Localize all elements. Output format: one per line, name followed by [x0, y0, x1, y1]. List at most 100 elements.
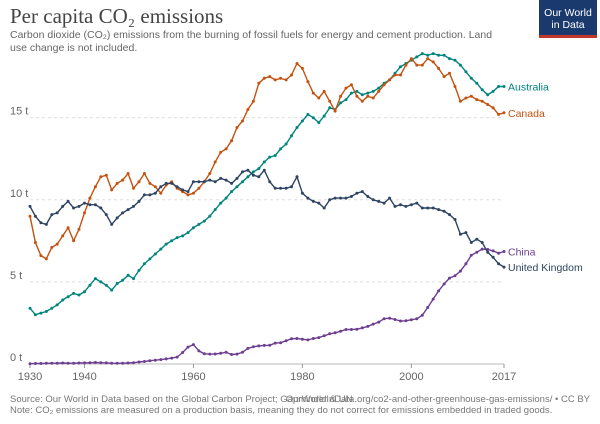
- data-point-united-kingdom: [219, 176, 223, 180]
- data-point-china: [191, 343, 195, 347]
- x-tick-label: 1980: [290, 371, 314, 383]
- data-point-canada: [382, 83, 386, 87]
- series-label-china[interactable]: China: [508, 247, 536, 259]
- data-point-united-kingdom: [208, 178, 212, 182]
- data-point-united-kingdom: [442, 209, 446, 213]
- data-point-canada: [235, 126, 239, 129]
- series-label-australia[interactable]: Australia: [508, 81, 549, 93]
- data-point-canada: [148, 181, 152, 185]
- data-point-china: [126, 361, 130, 365]
- data-point-china: [393, 318, 397, 321]
- data-point-australia: [328, 106, 332, 110]
- series-line-canada[interactable]: [29, 57, 505, 260]
- data-point-china: [132, 361, 135, 365]
- data-point-united-kingdom: [382, 201, 386, 205]
- data-point-australia: [420, 52, 424, 56]
- data-point-canada: [480, 99, 484, 103]
- data-point-china: [300, 337, 304, 341]
- data-point-canada: [475, 98, 479, 102]
- data-point-united-kingdom: [300, 191, 304, 195]
- chart-title: Per capita CO₂ emissions: [10, 4, 224, 28]
- data-point-united-kingdom: [377, 199, 381, 203]
- data-point-canada: [110, 188, 114, 192]
- data-point-canada: [224, 147, 228, 151]
- data-point-united-kingdom: [388, 196, 392, 200]
- data-point-australia: [431, 52, 435, 56]
- data-point-china: [164, 357, 168, 361]
- data-point-china: [213, 352, 217, 356]
- data-point-canada: [491, 106, 495, 110]
- data-point-united-kingdom: [93, 203, 97, 207]
- data-point-australia: [377, 86, 381, 90]
- data-point-china: [399, 319, 402, 323]
- data-point-canada: [137, 180, 141, 184]
- data-point-canada: [497, 112, 501, 116]
- series-line-australia[interactable]: [29, 52, 504, 316]
- data-point-australia: [491, 89, 495, 93]
- data-point-canada: [115, 181, 119, 185]
- data-point-australia: [497, 85, 501, 88]
- data-point-australia: [453, 58, 457, 62]
- data-point-china: [480, 247, 484, 251]
- data-point-china: [437, 289, 441, 293]
- data-point-australia: [317, 121, 321, 125]
- data-point-canada: [339, 94, 343, 98]
- data-point-china: [415, 317, 419, 321]
- logo-line-2: in Data: [551, 19, 585, 31]
- data-point-china: [208, 352, 212, 356]
- data-point-united-kingdom: [317, 201, 321, 205]
- data-point-united-kingdom: [202, 180, 206, 184]
- data-point-australia: [355, 89, 359, 93]
- data-point-canada: [197, 186, 201, 190]
- data-point-australia: [257, 167, 261, 171]
- data-point-united-kingdom: [213, 180, 217, 184]
- data-point-australia: [55, 303, 59, 307]
- data-point-canada: [55, 242, 59, 246]
- data-point-china: [344, 328, 348, 331]
- data-point-united-kingdom: [415, 201, 419, 205]
- data-point-united-kingdom: [181, 188, 185, 192]
- data-point-australia: [426, 53, 430, 57]
- data-point-australia: [300, 119, 304, 123]
- series-label-canada[interactable]: Canada: [508, 108, 545, 120]
- data-point-canada: [186, 193, 190, 197]
- data-point-canada: [142, 172, 146, 175]
- data-point-china: [137, 360, 141, 364]
- data-point-china: [159, 358, 163, 362]
- data-point-australia: [306, 112, 310, 116]
- data-point-canada: [469, 94, 473, 98]
- series-line-united-kingdom[interactable]: [29, 168, 505, 268]
- data-point-china: [290, 337, 293, 341]
- data-point-united-kingdom: [311, 199, 315, 203]
- owid-logo[interactable]: Our World in Data: [539, 0, 597, 38]
- source-url-link[interactable]: OurWorldInData.org/co2-and-other-greenho…: [285, 394, 590, 405]
- data-point-china: [311, 337, 315, 340]
- data-point-china: [295, 337, 299, 340]
- data-point-china: [333, 331, 337, 335]
- data-point-canada: [431, 60, 435, 64]
- data-point-canada: [333, 109, 337, 113]
- data-point-united-kingdom: [55, 211, 59, 215]
- data-point-australia: [170, 239, 174, 243]
- data-point-united-kingdom: [164, 181, 168, 185]
- data-point-canada: [415, 63, 419, 67]
- data-point-united-kingdom: [475, 237, 479, 241]
- data-point-canada: [93, 185, 97, 189]
- data-point-australia: [371, 89, 375, 93]
- data-point-united-kingdom: [251, 173, 255, 177]
- data-point-united-kingdom: [355, 191, 359, 195]
- series-line-china[interactable]: [29, 248, 505, 365]
- data-point-australia: [458, 63, 462, 67]
- series-label-united-kingdom[interactable]: United Kingdom: [508, 262, 583, 274]
- data-point-australia: [349, 91, 353, 95]
- data-point-canada: [61, 234, 65, 238]
- data-point-china: [110, 361, 114, 365]
- data-point-united-kingdom: [241, 170, 244, 174]
- data-point-china: [257, 344, 261, 348]
- data-point-australia: [311, 116, 315, 120]
- data-point-china: [306, 338, 310, 342]
- chart-subtitle: Carbon dioxide (CO₂) emissions from the …: [10, 29, 493, 54]
- data-point-china: [349, 328, 353, 331]
- data-point-china: [268, 343, 272, 347]
- data-point-china: [246, 346, 250, 350]
